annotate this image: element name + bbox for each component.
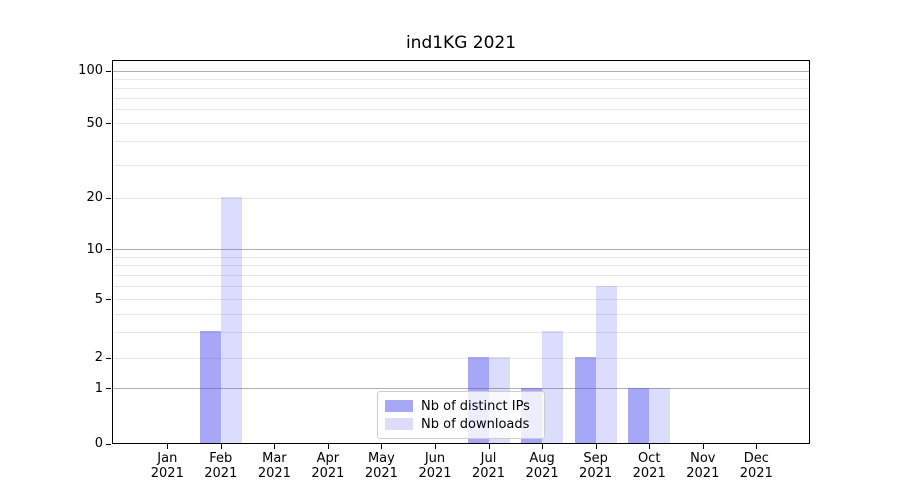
gridline-y-1 (113, 388, 809, 389)
gridline-y-50 (113, 123, 809, 125)
x-tick-label-sep: Sep 2021 (579, 451, 613, 481)
bar-downloads-sep (595, 285, 617, 443)
legend-label-downloads: Nb of downloads (421, 416, 530, 432)
y-tick-label-5: 5 (94, 291, 103, 307)
gridline-y-60 (113, 109, 809, 111)
x-tick-label-aug: Aug 2021 (525, 451, 559, 481)
x-tick-mark-apr (327, 444, 329, 449)
y-tick-mark-20 (106, 197, 111, 199)
x-tick-mark-sep (595, 444, 597, 449)
bar-distinct-ips-oct (628, 387, 650, 443)
gridline-y-7 (113, 275, 809, 276)
gridline-y-2 (113, 357, 809, 359)
x-tick-mark-feb (220, 444, 222, 449)
gridline-y-4 (113, 313, 809, 315)
x-tick-mark-aug (542, 444, 544, 449)
gridline-y-3 (113, 331, 809, 333)
legend: Nb of distinct IPs Nb of downloads (377, 391, 545, 439)
y-tick-label-50: 50 (86, 115, 103, 131)
x-tick-label-jan: Jan 2021 (150, 451, 184, 481)
x-tick-label-dec: Dec 2021 (739, 451, 773, 481)
x-tick-mark-may (381, 444, 383, 449)
x-tick-label-oct: Oct 2021 (632, 451, 666, 481)
gridline-y-5 (113, 299, 809, 301)
x-tick-mark-dec (756, 444, 758, 449)
x-tick-mark-mar (274, 444, 276, 449)
y-tick-label-2: 2 (94, 350, 103, 366)
y-tick-label-20: 20 (86, 190, 103, 206)
x-tick-mark-nov (702, 444, 704, 449)
gridline-y-10 (113, 249, 809, 251)
gridline-y-20 (113, 197, 809, 199)
y-tick-mark-5 (106, 299, 111, 301)
bar-distinct-ips-sep (574, 357, 596, 443)
bar-distinct-ips-feb (199, 331, 221, 443)
legend-label-distinct-ips: Nb of distinct IPs (421, 398, 530, 414)
y-tick-label-10: 10 (86, 241, 103, 257)
plot-area (112, 60, 810, 444)
gridline-y-6 (113, 286, 809, 288)
bar-downloads-feb (220, 197, 242, 443)
bar-downloads-aug (542, 331, 564, 443)
gridline-y-70 (113, 97, 809, 99)
gridline-y-8 (113, 265, 809, 267)
legend-item-downloads: Nb of downloads (385, 417, 537, 432)
gridline-y-90 (113, 78, 809, 80)
x-tick-mark-oct (649, 444, 651, 449)
x-tick-label-nov: Nov 2021 (686, 451, 720, 481)
y-tick-mark-100 (106, 70, 111, 72)
x-tick-label-may: May 2021 (364, 451, 398, 481)
x-tick-label-feb: Feb 2021 (204, 451, 238, 481)
y-tick-mark-0 (106, 443, 111, 445)
gridline-y-30 (113, 164, 809, 166)
y-tick-label-0: 0 (94, 436, 103, 451)
y-tick-mark-50 (106, 123, 111, 125)
bar-downloads-oct (649, 387, 671, 443)
x-tick-mark-jul (488, 444, 490, 449)
chart-title: ind1KG 2021 (405, 33, 517, 53)
gridline-y-100 (113, 70, 809, 72)
y-tick-label-1: 1 (94, 380, 103, 396)
legend-swatch-downloads (385, 418, 413, 430)
gridline-y-80 (113, 87, 809, 89)
y-tick-mark-1 (106, 388, 111, 389)
legend-item-distinct-ips: Nb of distinct IPs (385, 399, 537, 414)
legend-swatch-distinct-ips (385, 400, 413, 412)
x-tick-label-jul: Jul 2021 (471, 451, 506, 481)
x-tick-label-apr: Apr 2021 (311, 451, 345, 481)
y-tick-label-100: 100 (78, 63, 103, 78)
gridline-y-40 (113, 141, 809, 143)
gridline-y-9 (113, 256, 809, 258)
y-tick-mark-2 (106, 357, 111, 359)
x-tick-mark-jun (435, 444, 436, 449)
y-tick-mark-10 (106, 249, 111, 251)
x-tick-label-mar: Mar 2021 (257, 451, 291, 481)
x-tick-label-jun: Jun 2021 (418, 451, 452, 481)
x-tick-mark-jan (167, 444, 169, 449)
